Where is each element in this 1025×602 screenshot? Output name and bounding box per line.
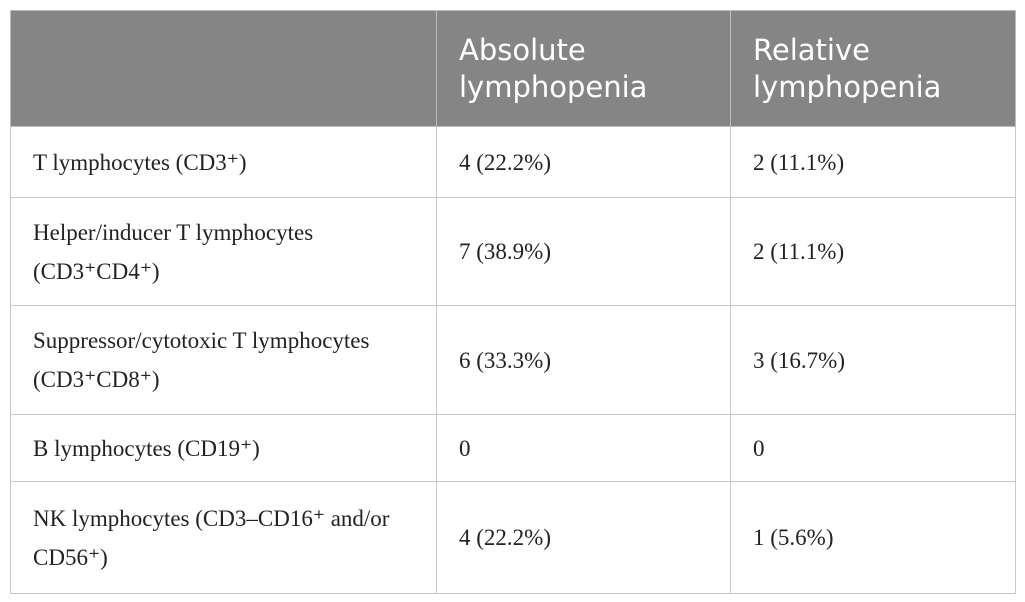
data-table: Absolute lymphopenia Relative lymphopeni… — [10, 10, 1016, 594]
table-cell: Helper/inducer T lymphocytes (CD3⁺CD4⁺) — [10, 197, 437, 306]
table-cell: NK lymphocytes (CD3–CD16⁺ and/or CD56⁺) — [10, 481, 437, 594]
header-cell: Absolute lymphopenia — [436, 10, 731, 127]
header-row: Absolute lymphopenia Relative lymphopeni… — [10, 10, 1016, 127]
table-row: T lymphocytes (CD3⁺) 4 (22.2%) 2 (11.1%) — [10, 126, 1016, 198]
table-row: B lymphocytes (CD19⁺) 0 0 — [10, 414, 1016, 482]
cell-text: 7 (38.9%) — [459, 239, 551, 264]
cell-text: T lymphocytes (CD3⁺) — [33, 149, 247, 175]
table-cell: 3 (16.7%) — [730, 305, 1016, 415]
table-cell: T lymphocytes (CD3⁺) — [10, 126, 437, 198]
cell-text: 1 (5.6%) — [753, 525, 834, 550]
cell-text: 6 (33.3%) — [459, 347, 551, 373]
cell-text: Suppressor/cytotoxic T lymphocytes (CD3⁺… — [33, 328, 370, 392]
header-text: Relative lymphopenia — [753, 32, 942, 104]
cell-text: 2 (11.1%) — [753, 149, 845, 175]
table-cell: 1 (5.6%) — [730, 481, 1016, 594]
table-cell: 2 (11.1%) — [730, 126, 1016, 198]
table-cell: 4 (22.2%) — [436, 126, 731, 198]
cell-text: B lymphocytes (CD19⁺) — [33, 435, 260, 461]
table-cell: 4 (22.2%) — [436, 481, 731, 594]
table-body: T lymphocytes (CD3⁺) 4 (22.2%) 2 (11.1%) He… — [10, 126, 1016, 594]
table-cell: 7 (38.9%) — [436, 197, 731, 306]
cell-text: 3 (16.7%) — [753, 347, 845, 373]
cell-text: 4 (22.2%) — [459, 149, 551, 175]
header-text: Absolute lymphopenia — [459, 32, 648, 104]
cell-text: Helper/inducer T lymphocytes (CD3⁺CD4⁺) — [33, 219, 314, 284]
table-row: Helper/inducer T lymphocytes (CD3⁺CD4⁺) 7… — [10, 197, 1016, 306]
table-cell: 2 (11.1%) — [730, 197, 1016, 306]
header-cell: Relative lymphopenia — [730, 10, 1016, 127]
cell-text: 0 — [753, 435, 765, 461]
cell-text: 2 (11.1%) — [753, 239, 845, 264]
table-row: Suppressor/cytotoxic T lymphocytes (CD3⁺… — [10, 305, 1016, 415]
header-cell — [10, 10, 437, 127]
cell-text: 4 (22.2%) — [459, 525, 551, 550]
table-cell: Suppressor/cytotoxic T lymphocytes (CD3⁺… — [10, 305, 437, 415]
cell-text: NK lymphocytes (CD3–CD16⁺ and/or CD56⁺) — [33, 505, 390, 570]
table-cell: 0 — [436, 414, 731, 482]
table-cell: B lymphocytes (CD19⁺) — [10, 414, 437, 482]
table-cell: 0 — [730, 414, 1016, 482]
cell-text: 0 — [459, 435, 471, 461]
table-row: NK lymphocytes (CD3–CD16⁺ and/or CD56⁺) 4… — [10, 481, 1016, 594]
table-cell: 6 (33.3%) — [436, 305, 731, 415]
